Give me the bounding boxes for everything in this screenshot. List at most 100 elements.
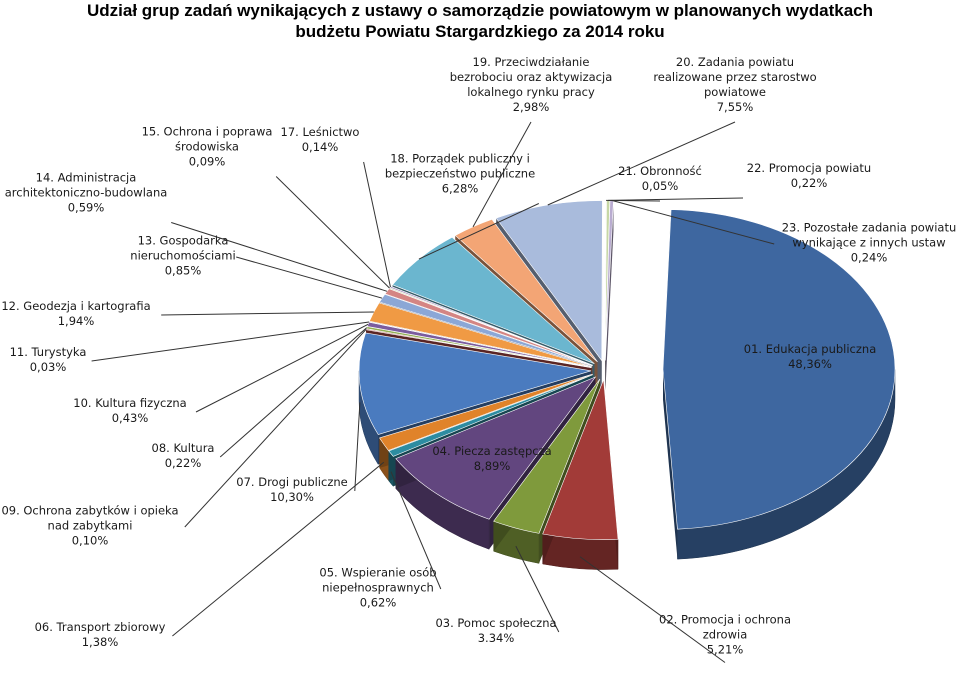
chart-title: Udział grup zadań wynikających z ustawy … — [0, 0, 960, 42]
slice-label-line: 01. Edukacja publiczna — [744, 342, 877, 356]
slice-value: 3.34% — [478, 631, 515, 645]
slice-value: 1,94% — [58, 314, 95, 328]
leader-line — [608, 197, 744, 201]
pie-labels: 01. Edukacja publiczna 48,36% 02. Promocja… — [1, 55, 956, 663]
slice-label: 13. Gospodarka nieruchomościami 0,85% — [130, 234, 235, 278]
slice-label: 18. Porządek publiczny i bezpieczeństwo p… — [385, 152, 535, 196]
slice-label: 08. Kultura 0,22% — [152, 441, 215, 470]
leader-line — [547, 121, 736, 206]
pie-slice — [495, 200, 603, 362]
slice-label-line: 10. Kultura fizyczna — [73, 396, 186, 410]
slice-label-line: bezrobociu oraz aktywizacja — [450, 70, 613, 84]
slice-label: 11. Turystyka 0,03% — [10, 345, 87, 374]
slice-value: 0,10% — [72, 534, 109, 548]
slice-label-line: 20. Zadania powiatu — [676, 55, 794, 69]
slice-value: 6,28% — [442, 182, 479, 196]
leader-line — [236, 256, 383, 299]
slice-label: 09. Ochrona zabytków i opieka nad zabytka… — [1, 504, 178, 548]
leader-line — [363, 161, 391, 288]
slice-label: 19. Przeciwdziałanie bezrobociu oraz akty… — [450, 55, 613, 114]
slice-value: 0,14% — [302, 140, 339, 154]
pie-slice-cut — [662, 369, 678, 560]
slice-label: 22. Promocja powiatu 0,22% — [747, 161, 871, 190]
pie-slice — [662, 209, 896, 530]
slice-label: 06. Transport zbiorowy 1,38% — [35, 620, 166, 649]
slice-value: 48,36% — [788, 357, 832, 371]
slice-value: 0,24% — [851, 251, 888, 265]
slice-value: 0,43% — [112, 411, 149, 425]
slice-value: 8,89% — [474, 459, 511, 473]
slice-value: 1,38% — [82, 635, 119, 649]
slice-label-line: zdrowia — [703, 628, 748, 642]
slice-value: 0,22% — [791, 176, 828, 190]
slice-label: 23. Pozostałe zadania powiatu wynikające … — [782, 221, 957, 265]
slice-label-line: 18. Porządek publiczny i — [390, 152, 530, 166]
slice-label: 20. Zadania powiatu realizowane przez sta… — [653, 55, 816, 114]
chart-title-line-2: budżetu Powiatu Stargardzkiego za 2014 r… — [295, 22, 665, 41]
slice-label-line: powiatowe — [704, 85, 766, 99]
slice-label-line: 06. Transport zbiorowy — [35, 620, 166, 634]
slice-label: 05. Wspieranie osób niepełnosprawnych 0,62… — [319, 566, 436, 610]
leader-line — [515, 545, 560, 633]
leader-line — [275, 176, 390, 289]
slice-label-line: 13. Gospodarka — [138, 234, 229, 248]
pie-slice-cut — [605, 200, 614, 391]
slice-label-line: nieruchomościami — [130, 249, 235, 263]
leader-line — [354, 402, 361, 492]
slice-label-line: środowiska — [175, 140, 239, 154]
pie-slice — [379, 293, 593, 367]
slice-label: 14. Administracja architektoniczno-budowl… — [5, 171, 168, 215]
slice-value: 0,85% — [165, 264, 202, 278]
slice-label-line: nad zabytkami — [48, 519, 133, 533]
pie-slice — [388, 374, 593, 457]
slice-label-line: wynikające z innych ustaw — [792, 236, 945, 250]
leader-line — [91, 321, 370, 362]
pie-slice — [379, 373, 593, 451]
slice-label-line: 17. Leśnictwo — [281, 125, 360, 139]
slice-value: 0,05% — [642, 179, 679, 193]
slice-value: 7,55% — [717, 100, 754, 114]
pie-slice — [542, 379, 619, 540]
slice-label-line: 21. Obronność — [618, 164, 702, 178]
slice-label: 03. Pomoc społeczna 3.34% — [435, 616, 556, 645]
slice-label-line: 23. Pozostałe zadania powiatu — [782, 221, 957, 235]
slice-label-line: 14. Administracja — [36, 171, 137, 185]
slice-label-line: realizowane przez starostwo — [653, 70, 816, 84]
slice-label-line: 03. Pomoc społeczna — [435, 616, 556, 630]
leader-line — [171, 222, 388, 292]
slice-label: 02. Promocja i ochrona zdrowia 5,21% — [659, 613, 791, 657]
pie-tops — [358, 200, 896, 540]
leader-line — [172, 461, 385, 637]
slice-label: 17. Leśnictwo 0,14% — [281, 125, 360, 154]
slice-label-line: architektoniczno-budowlana — [5, 186, 168, 200]
slice-label-line: niepełnosprawnych — [322, 581, 434, 595]
slice-label: 15. Ochrona i poprawa środowiska 0,09% — [142, 125, 273, 169]
slice-label-line: 04. Piecza zastępcza — [432, 444, 551, 458]
pie-slice — [395, 376, 597, 520]
leader-line — [184, 328, 367, 528]
slice-label-line: lokalnego rynku pracy — [467, 85, 595, 99]
slice-label: 12. Geodezja i kartografia 1,94% — [1, 299, 150, 328]
slice-label-line: 19. Przeciwdziałanie — [473, 55, 590, 69]
slice-label: 10. Kultura fizyczna 0,43% — [73, 396, 186, 425]
slice-value: 2,98% — [513, 100, 550, 114]
slice-label-line: 07. Drogi publiczne — [236, 475, 347, 489]
slice-label-line: 02. Promocja i ochrona — [659, 613, 791, 627]
pie-slice — [358, 332, 592, 435]
slice-label-line: 15. Ochrona i poprawa — [142, 125, 273, 139]
leader-line — [472, 121, 532, 228]
chart-title-line-1: Udział grup zadań wynikających z ustawy … — [87, 1, 873, 20]
leader-line — [418, 203, 540, 260]
slice-value: 10,30% — [270, 490, 314, 504]
slice-value: 0,62% — [360, 596, 397, 610]
slice-label: 01. Edukacja publiczna 48,36% — [744, 342, 877, 371]
slice-value: 0,09% — [189, 155, 226, 169]
slice-label: 21. Obronność 0,05% — [618, 164, 702, 193]
leader-line — [390, 471, 442, 590]
slice-label: 07. Drogi publiczne 10,30% — [236, 475, 347, 504]
slice-label-line: 12. Geodezja i kartografia — [1, 299, 150, 313]
leader-line — [161, 311, 374, 316]
slice-label-line: 05. Wspieranie osób — [319, 566, 436, 580]
slice-label-line: bezpieczeństwo publiczne — [385, 167, 535, 181]
